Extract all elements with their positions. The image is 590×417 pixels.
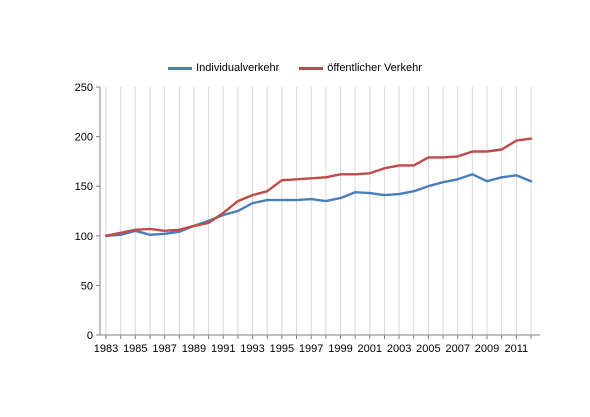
x-tick-label: 1983 — [94, 343, 118, 355]
legend-label-individualverkehr: Individualverkehr — [196, 62, 280, 74]
tick-label-layer: 0 50 100 150 200 250 1983 1985 1987 1989 1991 1993 1… — [75, 82, 529, 355]
y-tick-label: 0 — [87, 330, 93, 342]
chart-legend: Individualverkehr öffentlicher Verkehr — [0, 60, 590, 76]
x-tick-label: 1997 — [299, 343, 323, 355]
x-tick-label: 2009 — [475, 343, 499, 355]
x-tick-label: 2011 — [505, 343, 529, 355]
x-tick-label: 1989 — [182, 343, 206, 355]
legend-label-oeffentlicher-verkehr: öffentlicher Verkehr — [327, 62, 422, 74]
series-layer — [104, 137, 533, 238]
series-line-1[interactable] — [104, 137, 533, 238]
x-tick-label: 1995 — [270, 343, 294, 355]
x-tick-label: 2003 — [387, 343, 411, 355]
y-tick-label: 150 — [75, 181, 93, 193]
x-tick-label: 2001 — [358, 343, 382, 355]
y-tick-label: 100 — [75, 231, 93, 243]
x-tick-label: 2005 — [416, 343, 440, 355]
legend-item-oeffentlicher-verkehr[interactable]: öffentlicher Verkehr — [299, 62, 422, 74]
x-tick-label: 2007 — [445, 343, 469, 355]
y-tick-label: 250 — [75, 82, 93, 94]
y-tick-label: 200 — [75, 132, 93, 144]
x-tick-label: 1999 — [328, 343, 352, 355]
x-tick-label: 1993 — [240, 343, 264, 355]
legend-swatch-individualverkehr — [168, 66, 193, 70]
series-line-0[interactable] — [104, 173, 533, 238]
legend-item-individualverkehr[interactable]: Individualverkehr — [168, 62, 279, 74]
x-tick-label: 1991 — [211, 343, 235, 355]
x-tick-label: 1987 — [152, 343, 176, 355]
x-tick-label: 1985 — [123, 343, 147, 355]
legend-swatch-oeffentlicher-verkehr — [299, 66, 324, 70]
grid-layer — [105, 87, 532, 335]
y-tick-label: 50 — [81, 280, 93, 292]
axis-layer — [96, 86, 540, 339]
